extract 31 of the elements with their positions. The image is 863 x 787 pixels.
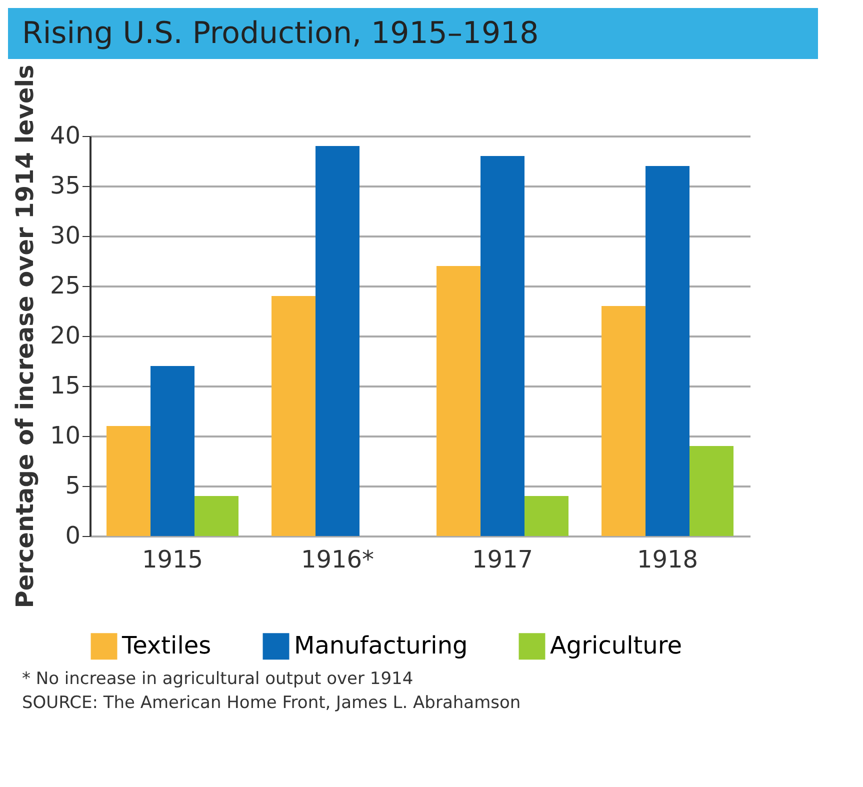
x-tick-label: 1916* xyxy=(300,546,374,574)
bar xyxy=(690,446,734,536)
y-tick-label: 30 xyxy=(50,222,80,250)
bar xyxy=(646,166,690,536)
bar xyxy=(272,296,316,536)
y-tick-label: 10 xyxy=(50,422,80,450)
source-note: SOURCE: The American Home Front, James L. Abrahamson xyxy=(22,693,522,713)
y-tick-label: 25 xyxy=(50,272,80,300)
chart-title: Rising U.S. Production, 1915–1918 xyxy=(8,8,818,59)
legend-label: Textiles xyxy=(121,631,212,660)
bar xyxy=(602,306,646,536)
x-tick-label: 1915 xyxy=(142,546,204,574)
bar xyxy=(106,426,150,536)
bar xyxy=(316,146,360,536)
y-tick-label: 35 xyxy=(50,172,80,200)
x-tick-label: 1917 xyxy=(472,546,534,574)
y-tick-label: 5 xyxy=(65,472,80,500)
bar xyxy=(480,156,524,536)
y-tick-label: 40 xyxy=(50,122,80,150)
x-tick-label: 1918 xyxy=(636,546,698,574)
bar xyxy=(524,496,568,536)
y-axis-title: Percentage of increase over 1914 levels xyxy=(10,64,39,608)
text: * No increase in agricultural output over 1914 xyxy=(22,669,414,689)
bar xyxy=(194,496,238,536)
legend-label: Manufacturing xyxy=(294,631,468,660)
bar xyxy=(436,266,480,536)
y-tick-label: 15 xyxy=(50,372,80,400)
legend-label: Agriculture xyxy=(550,631,682,660)
y-tick-label: 0 xyxy=(65,522,80,550)
y-tick-label: 20 xyxy=(50,322,80,350)
bar xyxy=(150,366,194,536)
